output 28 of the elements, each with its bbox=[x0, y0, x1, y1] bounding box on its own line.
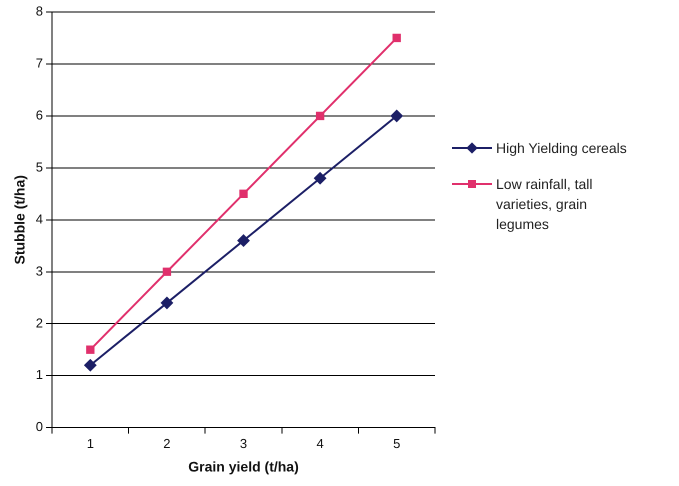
point bbox=[316, 112, 324, 120]
y-tick-label: 4 bbox=[36, 211, 44, 226]
point bbox=[239, 190, 248, 198]
y-tick-label: 5 bbox=[36, 159, 44, 174]
y-tick-label: 7 bbox=[36, 56, 44, 71]
x-axis-title: Grain yield (t/ha) bbox=[188, 458, 299, 474]
point bbox=[392, 34, 401, 42]
y-tick-label: 6 bbox=[36, 107, 44, 122]
legend-label: High Yielding cereals bbox=[496, 139, 627, 158]
x-tick-label: 1 bbox=[86, 436, 94, 451]
y-tick-label: 3 bbox=[36, 263, 44, 278]
y-tick-label: 2 bbox=[36, 315, 44, 330]
point bbox=[238, 234, 250, 247]
point bbox=[84, 359, 96, 372]
point bbox=[314, 172, 326, 184]
point bbox=[160, 296, 173, 309]
y-tick-label: 0 bbox=[36, 419, 44, 434]
legend-label: Low rainfall, tall varieties, grain legumes bbox=[496, 175, 594, 234]
x-tick-label: 5 bbox=[393, 436, 400, 451]
point bbox=[390, 110, 403, 122]
y-axis-title: Stubble (t/ha) bbox=[11, 175, 28, 265]
x-tick-label: 4 bbox=[316, 436, 324, 451]
point bbox=[86, 345, 95, 354]
x-tick-label: 3 bbox=[240, 436, 248, 451]
x-tick-label: 2 bbox=[163, 436, 171, 451]
point bbox=[162, 268, 172, 276]
y-tick-label: 1 bbox=[36, 367, 44, 382]
y-tick-label: 8 bbox=[36, 4, 44, 19]
